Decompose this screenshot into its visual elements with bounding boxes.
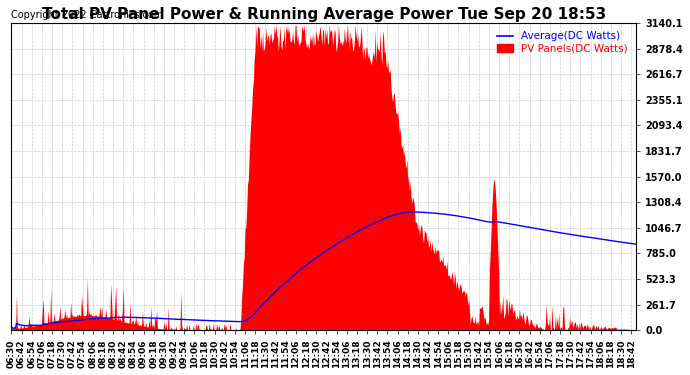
Text: Copyright 2022 Cartronics.com: Copyright 2022 Cartronics.com <box>12 10 164 20</box>
Title: Total PV Panel Power & Running Average Power Tue Sep 20 18:53: Total PV Panel Power & Running Average P… <box>41 7 606 22</box>
Legend: Average(DC Watts), PV Panels(DC Watts): Average(DC Watts), PV Panels(DC Watts) <box>494 28 631 57</box>
